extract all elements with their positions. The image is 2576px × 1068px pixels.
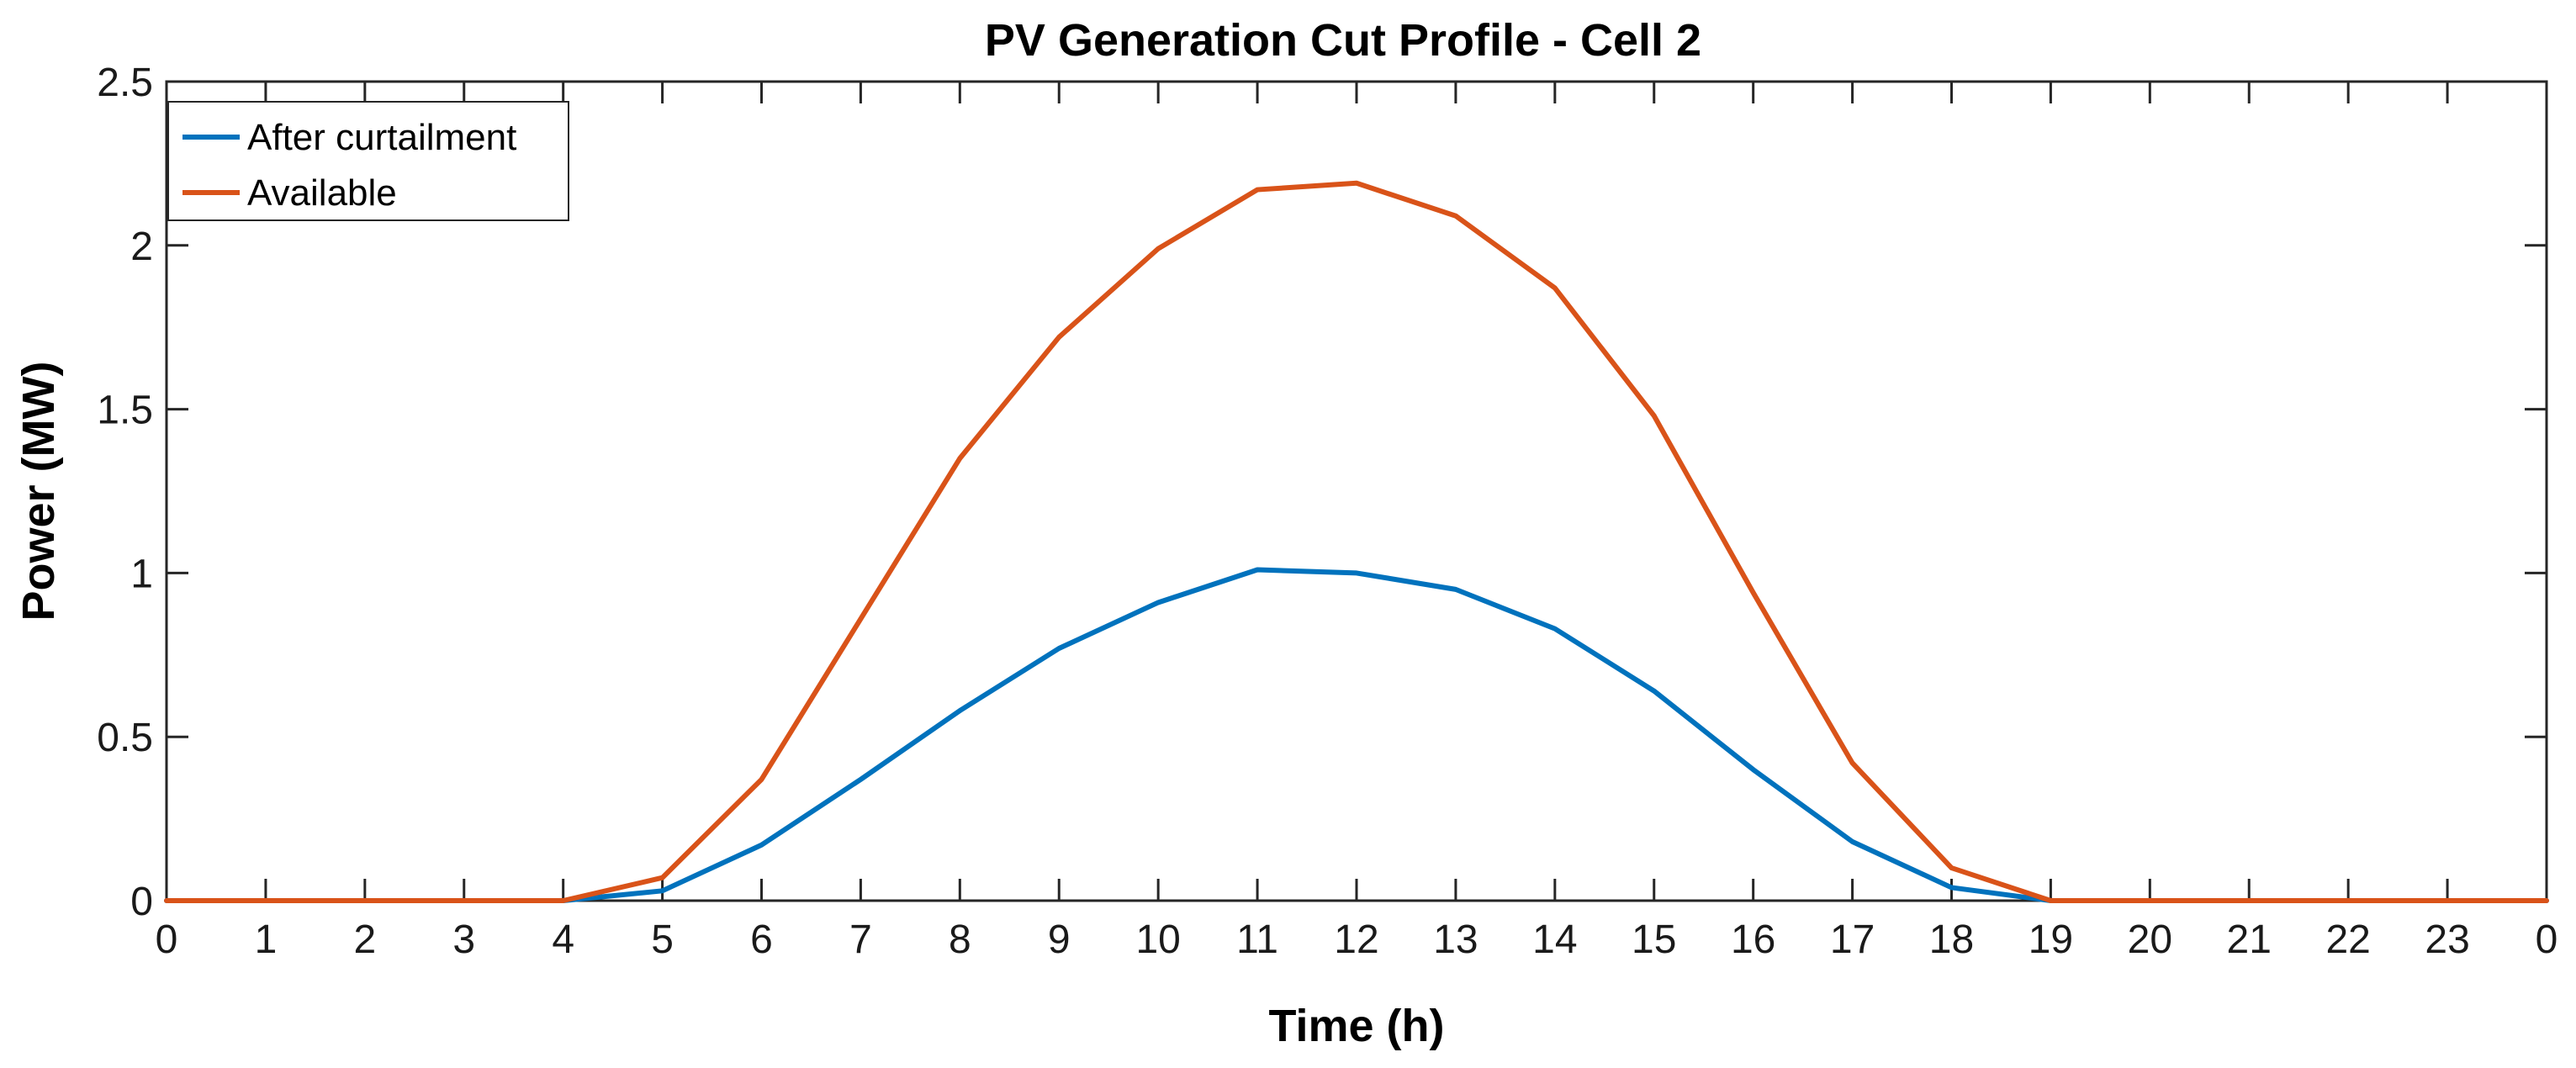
x-tick-label: 2 (353, 917, 376, 962)
x-tick-label: 4 (552, 917, 574, 962)
x-tick-label: 11 (1236, 917, 1278, 962)
x-tick-label: 10 (1135, 917, 1180, 962)
x-tick-label: 21 (2227, 917, 2272, 962)
x-tick-label: 22 (2325, 917, 2370, 962)
x-axis-ticks (165, 82, 2548, 901)
x-tick-label: 17 (1830, 917, 1875, 962)
y-tick-label: 2 (130, 225, 153, 269)
y-tick-label: 1.5 (97, 389, 153, 433)
x-axis-label: Time (h) (1268, 1001, 1444, 1051)
x-tick-label: 12 (1334, 917, 1378, 962)
x-tick-label: 9 (1048, 917, 1071, 962)
x-axis-tick-labels: 0 1 2 3 4 5 6 7 8 9 10 11 12 13 14 15 16 17 18 19 20 21 22 23 0 (156, 917, 2558, 962)
series-lines (164, 180, 2549, 903)
y-axis-label: Power (MW) (13, 362, 64, 621)
x-tick-label: 13 (1433, 917, 1478, 962)
y-tick-label: 1 (130, 552, 153, 596)
x-tick-label: 15 (1632, 917, 1676, 962)
y-tick-label: 0 (130, 880, 153, 924)
x-tick-label: 0 (2536, 917, 2558, 962)
legend-label-available: Available (247, 172, 397, 214)
x-tick-label: 0 (156, 917, 178, 962)
x-tick-label: 8 (949, 917, 971, 962)
x-tick-label: 20 (2128, 917, 2172, 962)
y-tick-label: 0.5 (97, 716, 153, 760)
x-tick-label: 19 (2029, 917, 2073, 962)
x-tick-label: 7 (849, 917, 872, 962)
y-axis-ticks (167, 80, 2547, 902)
x-tick-label: 6 (750, 917, 773, 962)
x-tick-label: 23 (2425, 917, 2469, 962)
x-tick-label: 5 (651, 917, 674, 962)
series-line-available (164, 180, 2549, 903)
legend-box (167, 101, 569, 221)
x-tick-label: 1 (255, 917, 278, 962)
legend: After curtailment Available (167, 101, 569, 221)
x-tick-label: 16 (1731, 917, 1775, 962)
x-tick-label: 14 (1532, 917, 1577, 962)
y-axis-tick-labels: 0 0.5 1 1.5 2 2.5 (97, 61, 153, 924)
legend-label-after-curtailment: After curtailment (247, 117, 516, 158)
x-tick-label: 3 (452, 917, 475, 962)
y-tick-label: 2.5 (97, 61, 153, 105)
x-tick-label: 18 (1929, 917, 1974, 962)
chart-title: PV Generation Cut Profile - Cell 2 (985, 15, 1701, 66)
